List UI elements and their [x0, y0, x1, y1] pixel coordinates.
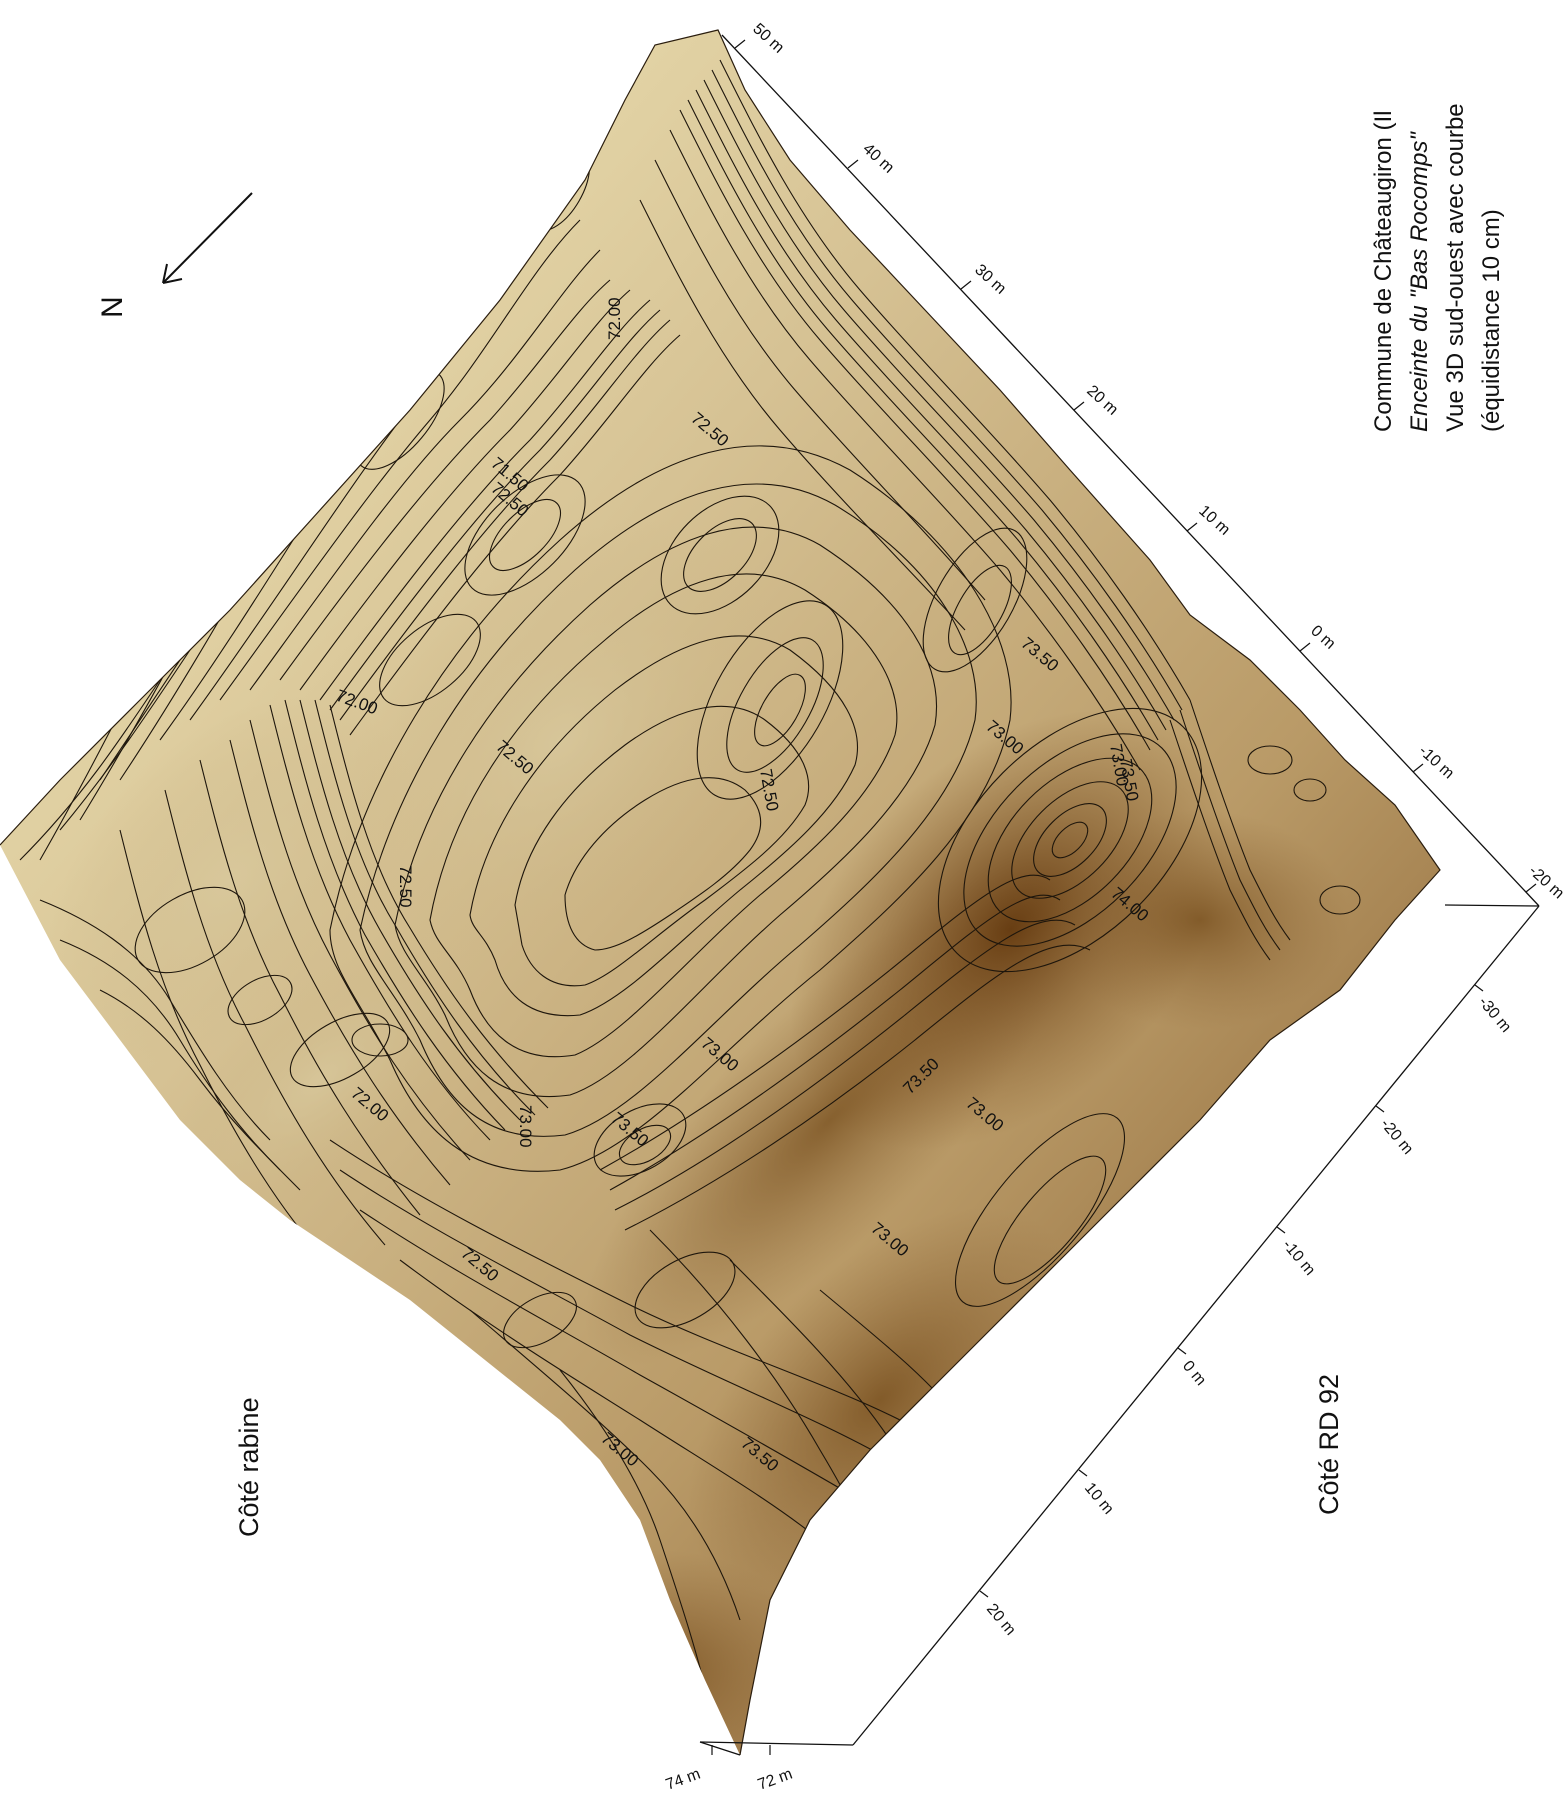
axis-tick-mark: [1525, 883, 1537, 893]
axes-frame: [699, 34, 1540, 1756]
north-arrow-head-icon: [162, 263, 183, 284]
contour-elevation-label: 72.00: [605, 297, 624, 340]
axis-tick-label: 10 m: [1195, 502, 1233, 538]
elevation-axis-line: [699, 1741, 854, 1746]
corner-axis-line: [1444, 904, 1540, 907]
axis-tick-mark: [1375, 1105, 1385, 1113]
title-line-3: Vue 3D sud-ouest avec courbe: [1442, 103, 1469, 432]
title-line-2: Enceinte du "Bas Rocomps": [1406, 131, 1433, 432]
bottom-corner-line: [699, 1741, 741, 1756]
axis-tick-label: 50 m: [749, 20, 787, 56]
axis-tick-mark: [1073, 401, 1085, 411]
side-label-left: Côté rabine: [234, 1397, 264, 1537]
axis-tick-label: -10 m: [1415, 742, 1457, 782]
lower-axis-line: [852, 905, 1540, 1746]
title-line-1: Commune de Châteaugiron (Il: [1370, 110, 1397, 432]
upper-axis-line: [721, 34, 1540, 907]
contour-lines: [19, 59, 1361, 1711]
axis-tick-label: -10 m: [1279, 1237, 1318, 1279]
axis-tick-label: 20 m: [983, 1601, 1019, 1639]
side-label-right: Côté RD 92: [1314, 1374, 1344, 1515]
north-label: N: [96, 296, 129, 318]
axis-tick-mark: [1276, 1226, 1286, 1234]
elevation-axis-ticks: 74 m 72 m: [664, 1745, 795, 1794]
title-block: Commune de Châteaugiron (Il Enceinte du …: [1370, 103, 1505, 432]
axis-tick-mark: [734, 39, 746, 49]
axis-tick-label: 20 m: [1083, 382, 1121, 418]
axis-tick-label: 72 m: [756, 1766, 795, 1794]
axis-tick-mark: [979, 1590, 989, 1598]
contour-elevation-label: 73.00: [516, 1105, 535, 1148]
axis-tick-mark: [1299, 642, 1311, 652]
axis-tick-label: 0 m: [1179, 1358, 1209, 1389]
north-arrow-icon: [162, 192, 253, 284]
axis-tick-mark: [1412, 763, 1424, 773]
axis-tick-mark: [1186, 522, 1198, 532]
axis-tick-label: 30 m: [971, 261, 1009, 297]
terrain-outline: [0, 29, 1441, 1756]
axis-tick-mark: [1474, 984, 1484, 992]
axis-tick-mark: [1078, 1469, 1088, 1477]
axis-tick-mark: [960, 280, 972, 290]
axis-tick-label: 10 m: [1081, 1480, 1117, 1518]
axis-tick-mark: [847, 159, 859, 169]
north-arrow: N: [96, 192, 253, 318]
axis-tick-label: -20 m: [1377, 1116, 1416, 1158]
axis-tick-label: -20 m: [1525, 862, 1564, 902]
axis-tick-label: -30 m: [1475, 994, 1514, 1036]
contour-elevation-label: 72.50: [396, 865, 415, 908]
axis-tick-mark: [1177, 1347, 1187, 1355]
title-line-4: (équidistance 10 cm): [1478, 209, 1505, 432]
axis-tick-label: 40 m: [859, 140, 897, 176]
axis-tick-label: 74 m: [664, 1766, 703, 1794]
axis-tick-label: 0 m: [1307, 622, 1338, 652]
